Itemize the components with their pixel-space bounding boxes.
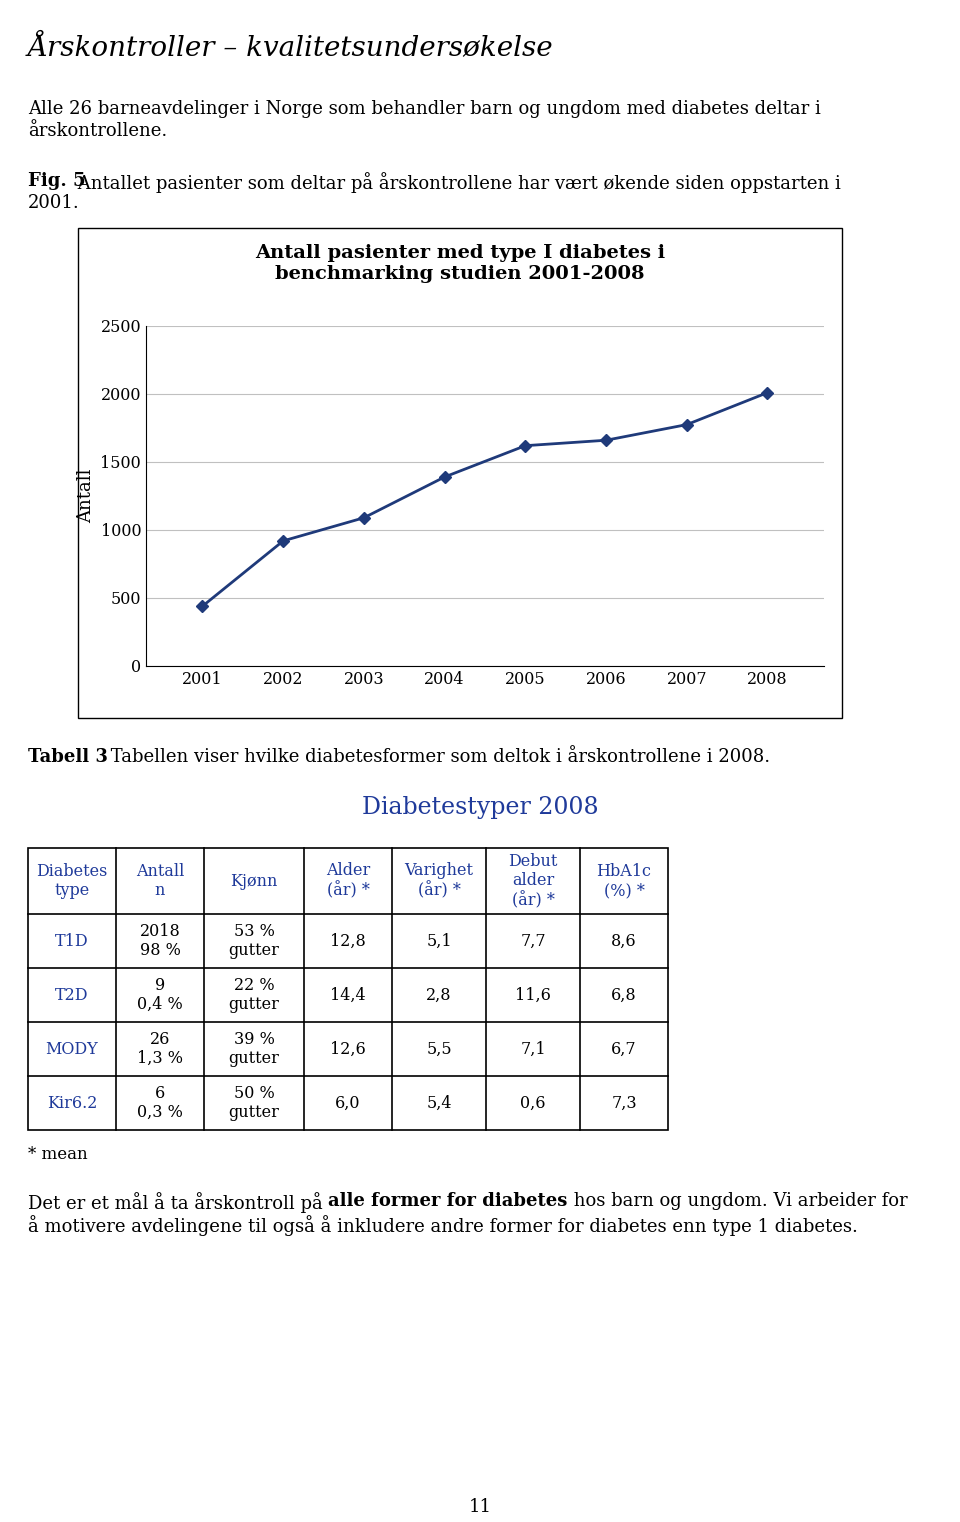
Text: Alle 26 barneavdelinger i Norge som behandler barn og ungdom med diabetes deltar: Alle 26 barneavdelinger i Norge som beha… [28,100,821,119]
Text: alle former for diabetes: alle former for diabetes [328,1192,568,1210]
Text: Diabetestyper 2008: Diabetestyper 2008 [362,796,598,819]
Text: 2,8: 2,8 [426,986,452,1003]
Text: å motivere avdelingene til også å inkludere andre former for diabetes enn type 1: å motivere avdelingene til også å inklud… [28,1215,858,1236]
Text: Fig. 5: Fig. 5 [28,172,85,190]
Text: 12,8: 12,8 [330,933,366,950]
Text: Debut
alder
(år) *: Debut alder (år) * [508,852,558,910]
Text: T2D: T2D [56,986,88,1003]
Text: 7,7: 7,7 [520,933,546,950]
Text: 6,7: 6,7 [612,1041,636,1058]
Text: 5,5: 5,5 [426,1041,452,1058]
Text: 26
1,3 %: 26 1,3 % [137,1030,183,1067]
FancyBboxPatch shape [78,228,842,718]
Text: 8,6: 8,6 [612,933,636,950]
Y-axis label: Antall: Antall [77,469,95,524]
Text: MODY: MODY [46,1041,98,1058]
Text: HbA1c
(%) *: HbA1c (%) * [596,863,652,900]
Text: Kjønn: Kjønn [230,872,277,889]
Text: Diabetes
type: Diabetes type [36,863,108,900]
Text: Antallet pasienter som deltar på årskontrollene har vært økende siden oppstarten: Antallet pasienter som deltar på årskont… [72,172,841,193]
Text: 9
0,4 %: 9 0,4 % [137,977,182,1014]
Text: Det er et mål å ta årskontroll på: Det er et mål å ta årskontroll på [28,1192,328,1213]
Text: 11: 11 [468,1498,492,1516]
Text: 53 %
gutter: 53 % gutter [228,922,279,959]
Text: Antall pasienter med type I diabetes i
benchmarking studien 2001-2008: Antall pasienter med type I diabetes i b… [255,244,665,283]
Text: 5,1: 5,1 [426,933,452,950]
Text: Tabell 3: Tabell 3 [28,747,108,766]
Text: 2018
98 %: 2018 98 % [139,922,180,959]
Text: 7,1: 7,1 [520,1041,546,1058]
Text: Kir6.2: Kir6.2 [47,1094,97,1111]
Text: hos barn og ungdom. Vi arbeider for: hos barn og ungdom. Vi arbeider for [568,1192,907,1210]
Text: 6,0: 6,0 [335,1094,361,1111]
Text: 50 %
gutter: 50 % gutter [228,1085,279,1122]
FancyBboxPatch shape [28,848,668,1129]
Text: 22 %
gutter: 22 % gutter [228,977,279,1014]
Text: 6,8: 6,8 [612,986,636,1003]
Text: årskontrollene.: årskontrollene. [28,122,167,140]
Text: 2001.: 2001. [28,193,80,212]
Text: 11,6: 11,6 [516,986,551,1003]
Text: T1D: T1D [55,933,89,950]
Text: 5,4: 5,4 [426,1094,452,1111]
Text: Tabellen viser hvilke diabetesformer som deltok i årskontrollene i 2008.: Tabellen viser hvilke diabetesformer som… [105,747,770,766]
Text: 0,6: 0,6 [520,1094,545,1111]
Text: 6
0,3 %: 6 0,3 % [137,1085,183,1122]
Text: 14,4: 14,4 [330,986,366,1003]
Text: * mean: * mean [28,1146,87,1163]
Text: 39 %
gutter: 39 % gutter [228,1030,279,1067]
Text: Årskontroller – kvalitetsundersøkelse: Årskontroller – kvalitetsundersøkelse [28,33,554,61]
Text: Antall
n: Antall n [135,863,184,900]
Text: 7,3: 7,3 [612,1094,636,1111]
Text: Varighet
(år) *: Varighet (år) * [404,863,473,900]
Text: Alder
(år) *: Alder (år) * [325,863,371,900]
Text: 12,6: 12,6 [330,1041,366,1058]
